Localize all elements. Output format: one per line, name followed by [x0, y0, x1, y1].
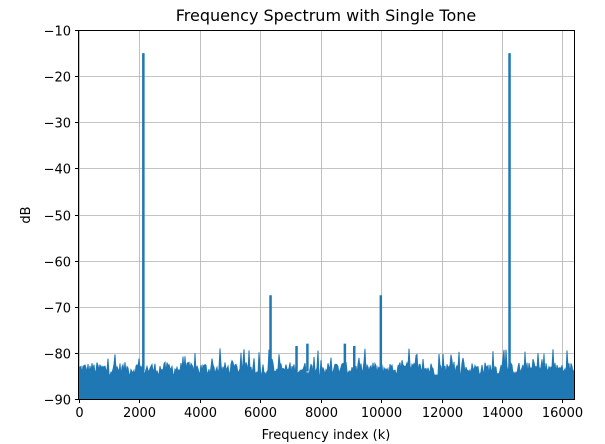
y-tick-label: −20 — [44, 71, 71, 86]
plot-frame — [78, 30, 575, 400]
chart-title: Frequency Spectrum with Single Tone — [176, 6, 477, 25]
x-tick-label: 4000 — [184, 406, 217, 421]
y-tick-label: −60 — [44, 256, 71, 271]
y-tick-label: −10 — [44, 25, 71, 40]
y-ticks: −90 −80 −70 −60 −50 −40 −30 −20 −10 — [44, 25, 79, 409]
x-tick-label: 6000 — [244, 406, 277, 421]
y-axis-label: dB — [19, 206, 34, 223]
x-tick-label: 0 — [75, 406, 83, 421]
x-ticks: 0 2000 4000 6000 8000 10000 12000 14000 16000 — [75, 399, 583, 421]
x-tick-label: 8000 — [305, 406, 338, 421]
y-tick-label: −70 — [44, 302, 71, 317]
y-tick-label: −80 — [44, 348, 71, 363]
x-tick-label: 12000 — [422, 406, 463, 421]
data-layer — [78, 53, 575, 400]
y-tick-label: −50 — [44, 210, 71, 225]
y-tick-label: −90 — [44, 394, 71, 409]
x-tick-label: 16000 — [542, 406, 583, 421]
x-tick-label: 2000 — [123, 406, 156, 421]
x-tick-label: 14000 — [482, 406, 523, 421]
x-axis-label: Frequency index (k) — [262, 428, 391, 443]
y-tick-label: −30 — [44, 117, 71, 132]
grid — [79, 30, 574, 400]
y-tick-label: −40 — [44, 163, 71, 178]
x-tick-label: 10000 — [361, 406, 402, 421]
noise-floor-trace — [78, 348, 575, 400]
